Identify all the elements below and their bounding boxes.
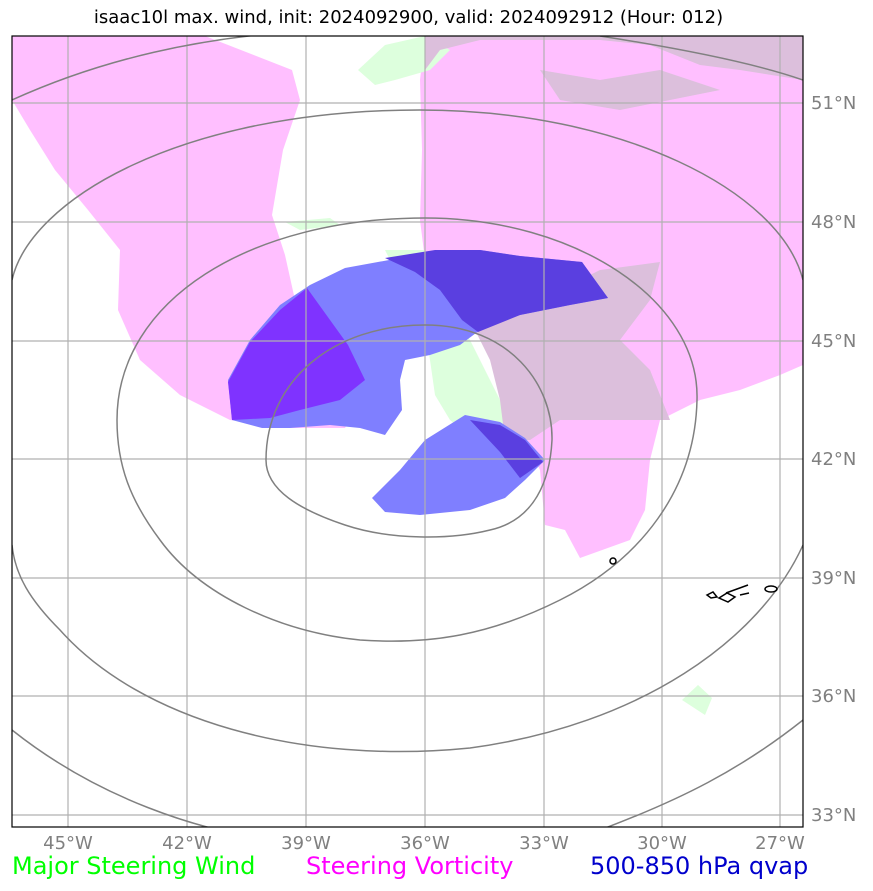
plot-frame (11, 35, 804, 828)
legend-steering-vorticity: Steering Vorticity (306, 852, 514, 880)
lon-tick-label: 42°W (162, 833, 212, 854)
lat-tick-label: 33°N (811, 805, 856, 826)
lon-tick-label: 30°W (637, 833, 687, 854)
lon-tick-label: 33°W (519, 833, 569, 854)
legend-steering-wind: Major Steering Wind (12, 852, 256, 880)
legend-qvap: 500-850 hPa qvap (590, 852, 809, 880)
lat-tick-label: 45°N (811, 331, 856, 352)
lon-tick-label: 27°W (755, 833, 805, 854)
azores-coastline (609, 557, 778, 603)
lon-axis: 45°W 42°W 39°W 36°W 33°W 30°W 27°W (43, 833, 805, 854)
lat-tick-label: 48°N (811, 212, 856, 233)
lat-tick-label: 51°N (811, 93, 856, 114)
lat-tick-label: 36°N (811, 686, 856, 707)
lat-tick-label: 42°N (811, 449, 856, 470)
lon-tick-label: 45°W (43, 833, 93, 854)
gridlines (12, 36, 803, 827)
lon-tick-label: 36°W (400, 833, 450, 854)
map-title: isaac10l max. wind, init: 2024092900, va… (93, 7, 724, 28)
radius-contours (12, 36, 803, 827)
lon-tick-label: 39°W (281, 833, 331, 854)
lat-tick-label: 39°N (811, 568, 856, 589)
qvap-shading (228, 250, 608, 515)
lat-axis: 51°N 48°N 45°N 42°N 39°N 36°N 33°N (811, 93, 856, 826)
